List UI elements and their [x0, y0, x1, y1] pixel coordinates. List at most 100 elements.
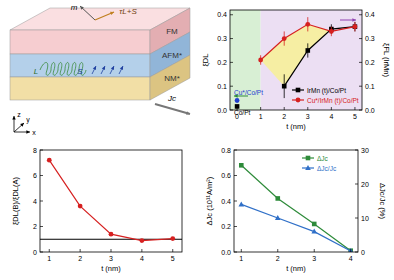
y-tick-label: 0.3 [217, 35, 227, 42]
axis-arrow [14, 123, 24, 132]
x-tick [331, 107, 332, 110]
point [329, 29, 334, 34]
axis-arrow-head [26, 130, 30, 133]
frame [40, 150, 182, 252]
y-tick-label: 4 [33, 198, 37, 205]
axis-name: z [17, 111, 21, 118]
y2-tick-label: 0.2 [365, 59, 375, 66]
y-tick [40, 150, 43, 151]
y-tick [230, 110, 233, 111]
legend-marker [305, 165, 311, 170]
point [235, 98, 240, 103]
torque-arrow [95, 12, 114, 20]
legend-marker [306, 156, 311, 161]
y-tick-label: 0.0 [221, 249, 231, 256]
y-axis-label: ξDL [201, 54, 210, 67]
x-tick-label: 5 [171, 255, 175, 262]
frame [230, 10, 362, 110]
y-tick-label: 8 [33, 147, 37, 154]
current-arrow-head [186, 111, 190, 114]
point [348, 248, 354, 252]
x-tick-label: 4 [349, 255, 353, 262]
magnetization-arrow-head [80, 6, 84, 10]
y2-tick [355, 218, 358, 219]
y-tick [40, 252, 43, 253]
torque-arrow-head [110, 12, 114, 15]
y-tick-label: 0.8 [221, 147, 231, 154]
orbital-label: L [34, 67, 38, 76]
current-arrow [155, 104, 190, 114]
y-tick-label: 0.4 [221, 198, 231, 205]
y2-tick [359, 110, 362, 111]
series-line [284, 27, 355, 87]
x-tick-label: 2 [276, 255, 280, 262]
y-tick-label: 0.2 [221, 223, 231, 230]
axis-arrow-head [20, 123, 24, 127]
torque-label: τL+S [119, 7, 137, 16]
orbital-spiral [40, 63, 86, 76]
y2-tick-label: 10 [361, 215, 369, 222]
x-tick [277, 249, 278, 252]
point [353, 24, 358, 29]
x-tick-label: 1 [259, 113, 263, 120]
point [275, 196, 280, 201]
x-tick [80, 249, 81, 252]
y2-tick [355, 150, 358, 151]
y-tick [234, 201, 237, 202]
legend-marker [296, 88, 301, 93]
spin-arrow [101, 66, 105, 74]
y2-tick-label: 30 [361, 147, 369, 154]
spin-arrow-head [102, 66, 105, 70]
x-tick [350, 249, 351, 252]
y2-tick-label: 0 [361, 249, 365, 256]
spin-arrow [110, 66, 114, 74]
series-label: Co/Pt [234, 109, 250, 116]
y-tick [40, 226, 43, 227]
x-tick [241, 249, 242, 252]
legend-text: ΔJc [317, 155, 329, 162]
x-tick [172, 249, 173, 252]
point [305, 48, 310, 53]
spin-arrow [119, 66, 123, 74]
y-axis-label: ξDL(B)/ξDL(A) [11, 177, 20, 225]
series-line [241, 165, 350, 250]
axis-pointer-head [234, 94, 238, 97]
y-tick [230, 86, 233, 87]
y-tick [230, 14, 233, 15]
x-tick-label: 5 [353, 113, 357, 120]
y-tick [234, 226, 237, 227]
y-tick-label: 0.0 [217, 107, 227, 114]
x-axis-label: t (nm) [286, 122, 306, 131]
y2-tick-label: 0.0 [365, 107, 375, 114]
point [311, 229, 317, 234]
point [47, 158, 52, 163]
fill-between [261, 24, 332, 86]
y-axis-label: ΔJc (10¹¹A/m²) [205, 176, 214, 225]
x-tick-label: 3 [109, 255, 113, 262]
plot-area [40, 158, 182, 243]
y-tick [230, 38, 233, 39]
layer-front [10, 77, 150, 100]
y2-tick-label: 20 [361, 181, 369, 188]
region [261, 10, 362, 110]
y2-tick [359, 14, 362, 15]
legend-text: ΔJc/Jc [317, 165, 337, 172]
x-tick-label: 1 [47, 255, 51, 262]
x-tick [111, 249, 112, 252]
magnetization-arrow [80, 6, 95, 20]
legend-text: IrMn (t)/Co/Pt [307, 87, 346, 95]
x-tick-label: 3 [312, 255, 316, 262]
x-tick-label: 2 [282, 113, 286, 120]
spin-arrow-head [93, 66, 96, 70]
point [239, 163, 244, 168]
plot-area [230, 10, 362, 110]
plot-area [238, 163, 353, 252]
y-tick [234, 150, 237, 151]
spin-arrow-head [111, 66, 114, 70]
point [275, 215, 281, 220]
y2-tick [359, 38, 362, 39]
layer-front [10, 54, 150, 77]
axis-arrow-head [12, 116, 15, 120]
x-tick [354, 107, 355, 110]
current-label: Jc [167, 94, 176, 103]
